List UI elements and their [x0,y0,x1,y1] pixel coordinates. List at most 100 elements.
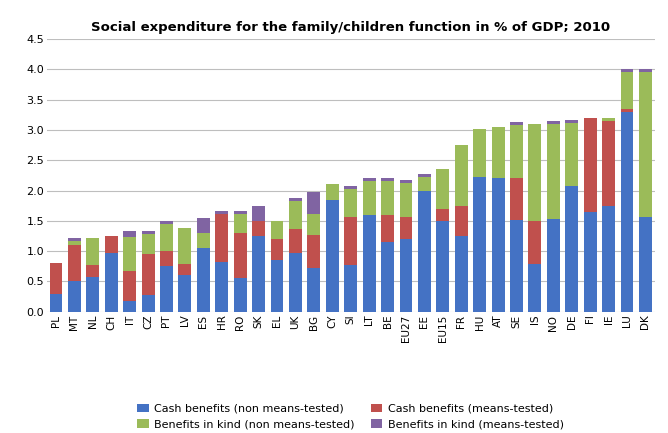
Bar [510,220,523,312]
Bar [160,221,173,224]
Bar [160,251,173,266]
Bar [344,189,357,216]
Bar [105,253,118,312]
Bar [252,206,265,221]
Bar [565,123,578,186]
Bar [178,228,191,265]
Bar [621,72,633,109]
Bar [271,260,283,312]
Bar [547,219,560,312]
Bar [178,275,191,312]
Bar [105,236,118,253]
Bar [289,198,302,201]
Bar [510,178,523,220]
Bar [252,221,265,236]
Bar [234,233,246,278]
Bar [49,263,62,294]
Bar [326,184,339,200]
Bar [473,129,486,177]
Bar [215,213,228,262]
Bar [455,206,468,236]
Bar [565,186,578,312]
Bar [621,112,633,312]
Bar [602,118,615,121]
Bar [528,124,541,221]
Bar [455,236,468,312]
Bar [565,120,578,123]
Bar [547,124,560,219]
Bar [307,192,321,213]
Bar [344,186,357,189]
Bar [197,248,210,312]
Bar [602,121,615,206]
Bar [381,178,394,181]
Bar [492,178,504,312]
Bar [436,209,450,221]
Bar [234,210,246,213]
Bar [399,216,412,239]
Bar [123,301,136,312]
Bar [271,221,283,239]
Bar [86,238,100,265]
Bar [160,224,173,251]
Bar [252,236,265,312]
Bar [381,181,394,215]
Bar [381,215,394,242]
Bar [639,216,652,312]
Bar [215,262,228,312]
Bar [381,242,394,312]
Bar [123,237,136,271]
Bar [234,213,246,233]
Bar [621,69,633,72]
Bar [197,233,210,248]
Bar [363,181,375,215]
Bar [49,294,62,312]
Bar [528,221,541,265]
Bar [160,266,173,312]
Bar [418,191,431,312]
Bar [399,180,412,183]
Bar [492,127,504,178]
Bar [142,234,154,254]
Title: Social expenditure for the family/children function in % of GDP; 2010: Social expenditure for the family/childr… [91,21,611,34]
Bar [289,253,302,312]
Bar [344,216,357,265]
Bar [289,229,302,253]
Bar [399,183,412,216]
Bar [547,121,560,124]
Bar [399,239,412,312]
Bar [142,295,154,312]
Bar [178,265,191,275]
Bar [510,125,523,178]
Bar [271,239,283,260]
Bar [123,231,136,237]
Bar [621,109,633,112]
Bar [436,169,450,209]
Bar [418,174,431,177]
Bar [307,213,321,235]
Bar [215,210,228,213]
Bar [197,218,210,233]
Bar [584,118,597,212]
Bar [289,201,302,229]
Bar [363,215,375,312]
Bar [142,231,154,234]
Bar [584,212,597,312]
Bar [436,221,450,312]
Bar [68,281,81,312]
Bar [142,254,154,295]
Bar [234,278,246,312]
Bar [68,245,81,281]
Bar [307,268,321,312]
Bar [86,265,100,277]
Bar [344,265,357,312]
Bar [68,241,81,245]
Bar [307,235,321,268]
Bar [473,177,486,312]
Bar [363,178,375,181]
Bar [326,200,339,312]
Bar [528,265,541,312]
Bar [418,177,431,191]
Bar [123,271,136,301]
Bar [639,72,652,216]
